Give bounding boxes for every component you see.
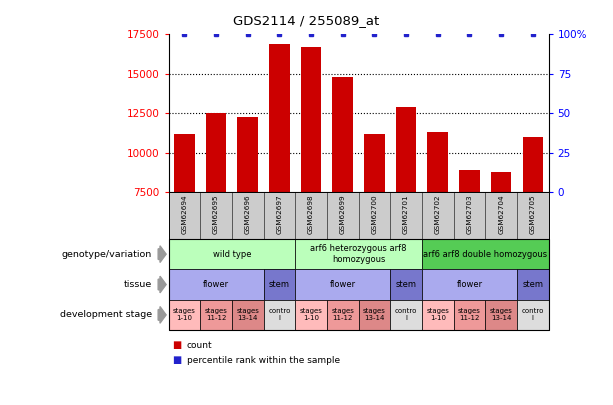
Bar [332, 77, 353, 192]
Bar [301, 47, 321, 192]
Text: GSM62702: GSM62702 [435, 194, 441, 234]
Text: percentile rank within the sample: percentile rank within the sample [187, 356, 340, 365]
Text: arf6 arf8 double homozygous: arf6 arf8 double homozygous [423, 249, 547, 259]
Text: GSM62697: GSM62697 [276, 194, 283, 234]
Text: GSM62695: GSM62695 [213, 194, 219, 234]
Bar [522, 137, 543, 192]
Bar [206, 113, 226, 192]
Bar [364, 134, 385, 192]
Text: flower: flower [330, 280, 356, 289]
Bar [269, 44, 290, 192]
Bar [427, 132, 448, 192]
Text: stem: stem [269, 280, 290, 289]
Text: stages
13-14: stages 13-14 [363, 308, 386, 322]
Text: GSM62696: GSM62696 [245, 194, 251, 234]
Text: genotype/variation: genotype/variation [62, 249, 152, 259]
Text: ■: ■ [172, 356, 181, 365]
Text: GSM62698: GSM62698 [308, 194, 314, 234]
Text: contro
l: contro l [395, 308, 417, 322]
Text: wild type: wild type [213, 249, 251, 259]
Text: stages
11-12: stages 11-12 [332, 308, 354, 322]
Text: stages
11-12: stages 11-12 [458, 308, 481, 322]
Text: GSM62703: GSM62703 [466, 194, 473, 234]
Text: stages
1-10: stages 1-10 [427, 308, 449, 322]
Text: GSM62704: GSM62704 [498, 194, 504, 234]
Text: contro
l: contro l [268, 308, 291, 322]
Bar [459, 170, 480, 192]
Text: contro
l: contro l [522, 308, 544, 322]
Text: stages
13-14: stages 13-14 [237, 308, 259, 322]
Text: GSM62699: GSM62699 [340, 194, 346, 234]
Text: flower: flower [457, 280, 482, 289]
Text: tissue: tissue [124, 280, 152, 289]
Text: arf6 heterozygous arf8
homozygous: arf6 heterozygous arf8 homozygous [310, 245, 407, 264]
Text: stages
1-10: stages 1-10 [173, 308, 196, 322]
Text: GSM62701: GSM62701 [403, 194, 409, 234]
Text: stages
11-12: stages 11-12 [205, 308, 227, 322]
Bar [237, 117, 258, 192]
Text: stages
1-10: stages 1-10 [300, 308, 322, 322]
Text: stem: stem [395, 280, 417, 289]
Text: GDS2114 / 255089_at: GDS2114 / 255089_at [234, 14, 379, 27]
Bar [174, 134, 195, 192]
Text: count: count [187, 341, 213, 350]
Text: flower: flower [203, 280, 229, 289]
Text: development stage: development stage [60, 310, 152, 320]
Text: GSM62694: GSM62694 [181, 194, 188, 234]
Text: stem: stem [522, 280, 543, 289]
Bar [396, 107, 416, 192]
Text: GSM62700: GSM62700 [371, 194, 378, 234]
Text: ■: ■ [172, 340, 181, 350]
Text: GSM62705: GSM62705 [530, 194, 536, 234]
Bar [491, 172, 511, 192]
Text: stages
13-14: stages 13-14 [490, 308, 512, 322]
